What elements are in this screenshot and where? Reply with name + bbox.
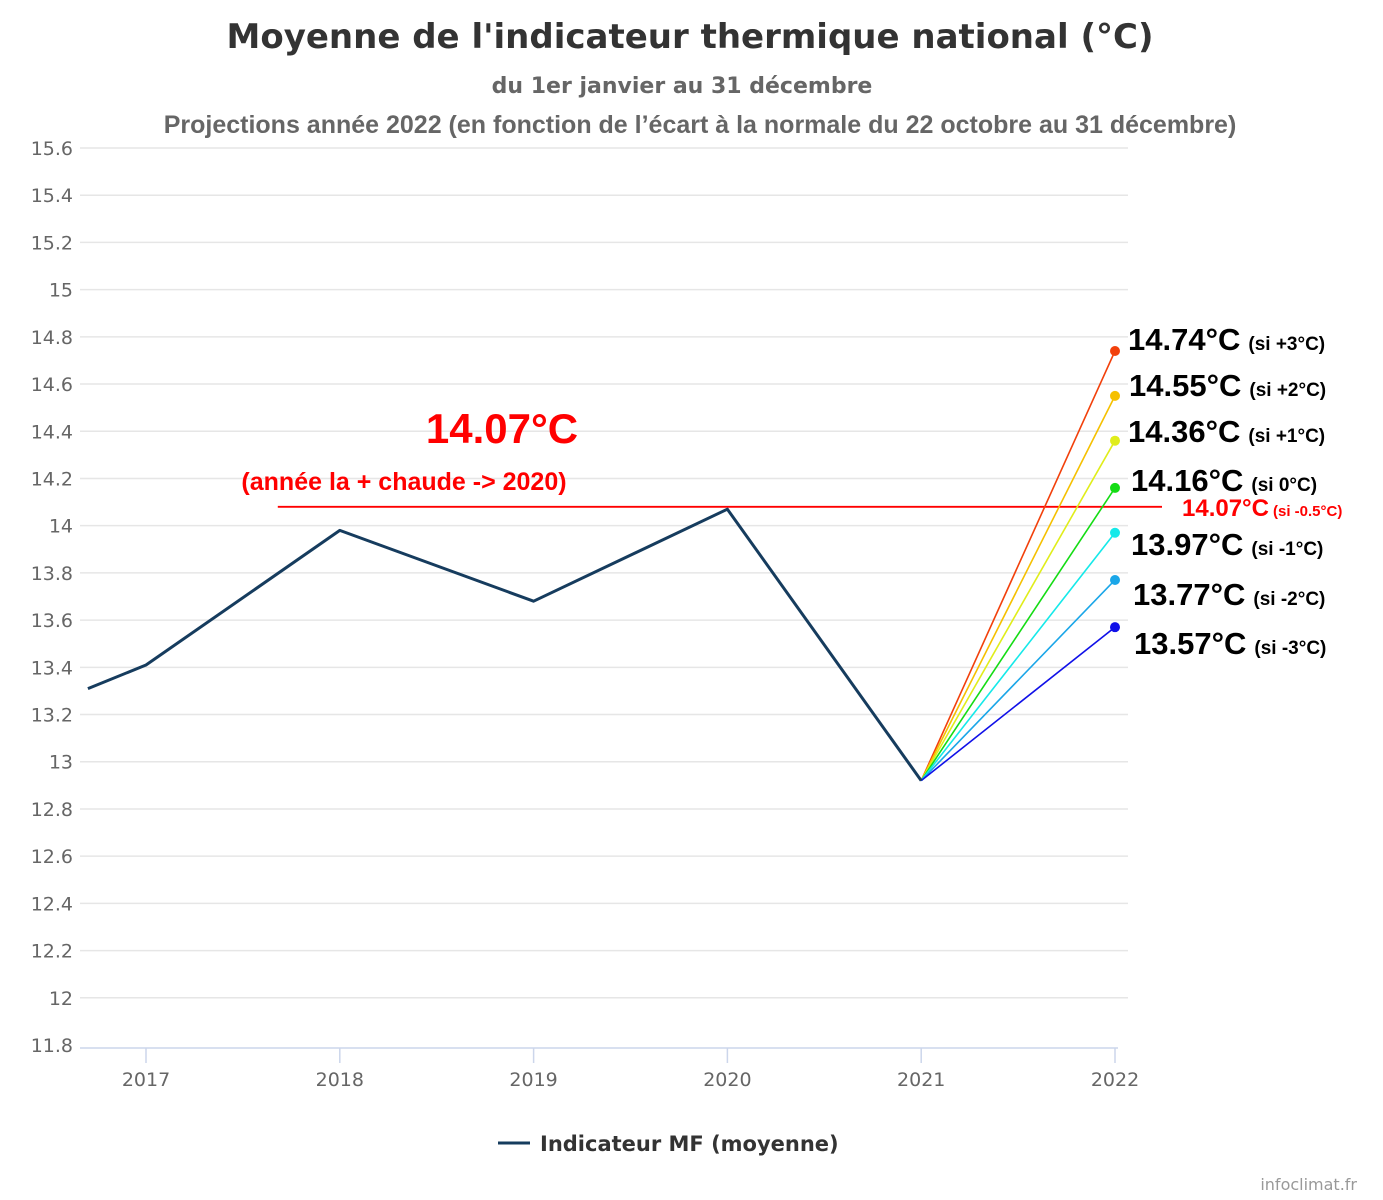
projection-line xyxy=(920,395,1116,781)
projection-point[interactable] xyxy=(1110,435,1120,446)
projection-point[interactable] xyxy=(1110,574,1120,585)
projection-line xyxy=(920,532,1116,782)
projection-line xyxy=(920,487,1116,782)
legend[interactable]: Indicateur MF (moyenne) xyxy=(498,1132,839,1156)
projection-point[interactable] xyxy=(1110,346,1120,357)
x-axis: 2017 2018 2019 2020 2021 2022 xyxy=(80,1047,1139,1091)
projection-lines xyxy=(920,346,1120,782)
grid-lines xyxy=(80,147,1128,999)
projection-point[interactable] xyxy=(1110,527,1120,538)
projection-label: 14.55°C (si +2°C) xyxy=(1129,368,1326,403)
projection-point[interactable] xyxy=(1110,482,1120,493)
projection-label: 14.74°C (si +3°C) xyxy=(1128,322,1325,357)
y-tick-label: 12.4 xyxy=(31,893,73,915)
series-group xyxy=(87,507,923,782)
y-tick-label: 14.8 xyxy=(31,327,73,349)
y-tick-label: 12.8 xyxy=(31,799,73,821)
reference-value-label: 14.07°C xyxy=(426,405,578,452)
y-tick-label: 12 xyxy=(49,988,73,1010)
chart-subtitle: du 1er janvier au 31 décembre xyxy=(492,74,873,99)
y-tick-label: 14.6 xyxy=(31,374,73,396)
y-tick-label: 15 xyxy=(49,280,73,302)
reference-description-label: (année la + chaude -> 2020) xyxy=(241,468,566,496)
projection-labels: 14.74°C (si +3°C) 14.55°C (si +2°C) 14.36°C(… xyxy=(1128,322,1326,661)
legend-label[interactable]: Indicateur MF (moyenne) xyxy=(540,1132,839,1156)
y-tick-label: 13.8 xyxy=(31,563,73,585)
y-tick-label: 13.2 xyxy=(31,705,73,727)
y-tick-label: 13.4 xyxy=(31,657,73,679)
y-tick-label: 13 xyxy=(49,752,73,774)
y-tick-label: 13.6 xyxy=(31,610,73,632)
series-line[interactable] xyxy=(87,507,923,782)
chart-title: Moyenne de l'indicateur thermique nation… xyxy=(227,17,1154,57)
y-tick-label: 14.2 xyxy=(31,468,73,490)
credit-text[interactable]: infoclimat.fr xyxy=(1260,1175,1357,1194)
x-tick-label: 2020 xyxy=(703,1069,751,1091)
x-tick-label: 2018 xyxy=(316,1069,364,1091)
x-tick-label: 2021 xyxy=(897,1069,945,1091)
reference-line-group: 14.07°C (année la + chaude -> 2020) 14.07°… xyxy=(241,405,1342,522)
y-tick-label: 12.2 xyxy=(31,941,73,963)
y-tick-label: 15.2 xyxy=(31,232,73,254)
y-tick-label: 11.8 xyxy=(31,1035,73,1057)
y-axis-ticks: 11.8 12 12.2 12.4 12.6 12.8 13 13.2 13.4 13.6 13.8… xyxy=(31,138,73,1057)
projection-label: 14.36°C (si +1°C) xyxy=(1128,414,1325,449)
x-tick-label: 2017 xyxy=(122,1069,170,1091)
projection-line xyxy=(920,579,1116,782)
reference-right-label: 14.07°C (si -0.5°C) xyxy=(1182,495,1342,522)
y-tick-label: 15.4 xyxy=(31,185,73,207)
chart-subtitle-projections: Projections année 2022 (en fonction de l… xyxy=(164,111,1237,139)
projection-line xyxy=(920,626,1116,782)
projection-point[interactable] xyxy=(1110,390,1120,401)
y-tick-label: 15.6 xyxy=(31,138,73,160)
x-tick-label: 2022 xyxy=(1091,1069,1139,1091)
y-tick-label: 14 xyxy=(49,516,73,538)
y-tick-label: 12.6 xyxy=(31,846,73,868)
projection-label: 14.16°C (si 0°C) xyxy=(1131,463,1317,498)
projection-label: 13.97°C (si -1°C) xyxy=(1131,527,1323,562)
y-tick-label: 14.4 xyxy=(31,421,73,443)
projection-point[interactable] xyxy=(1110,622,1120,633)
projection-line xyxy=(920,440,1116,782)
projection-line xyxy=(920,350,1116,781)
projection-label: 13.57°C (si -3°C) xyxy=(1134,626,1326,661)
projection-label: 13.77°C (si -2°C) xyxy=(1133,577,1325,612)
x-tick-label: 2019 xyxy=(509,1069,557,1091)
